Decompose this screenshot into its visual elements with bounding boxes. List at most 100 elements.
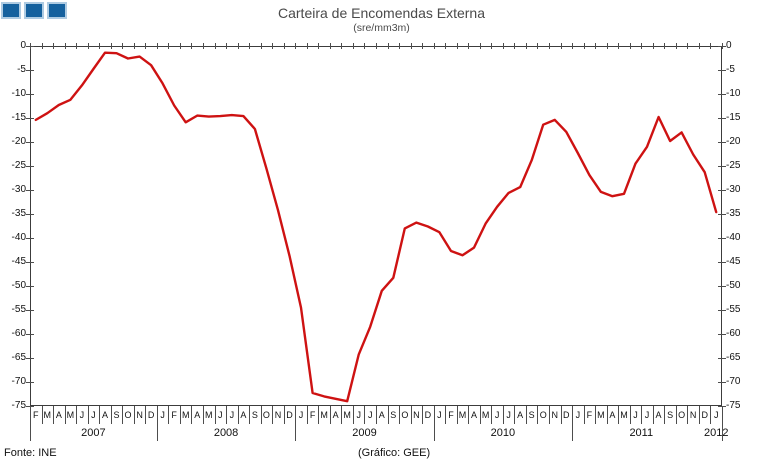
- top-axis-tick: [214, 43, 216, 49]
- top-axis-tick: [433, 43, 435, 49]
- y-axis-label-right: -45: [726, 256, 741, 267]
- top-axis-tick: [387, 43, 389, 49]
- month-separator-tick: [595, 406, 597, 424]
- month-separator-tick: [226, 406, 228, 424]
- month-separator-tick: [560, 406, 562, 424]
- month-separator-tick: [214, 406, 216, 424]
- month-label: J: [644, 410, 650, 420]
- month-separator-tick: [87, 406, 89, 424]
- month-separator-tick: [41, 406, 43, 424]
- y-axis-label-left: -40: [11, 232, 26, 243]
- month-separator-tick: [99, 406, 101, 424]
- y-tick-right: [718, 358, 726, 359]
- top-axis-tick: [376, 43, 377, 49]
- top-axis-tick: [664, 43, 666, 49]
- page-title: Carteira de Encomendas Externa: [278, 5, 485, 21]
- y-tick-left: [26, 190, 34, 191]
- month-label: J: [713, 410, 719, 420]
- month-label: F: [309, 410, 316, 420]
- y-tick-right: [718, 214, 726, 215]
- month-label: A: [609, 410, 616, 420]
- month-label: A: [194, 410, 201, 420]
- month-separator-tick: [76, 406, 78, 424]
- month-label: S: [390, 410, 397, 420]
- top-axis-tick: [698, 43, 700, 49]
- y-axis-label-right: -5: [726, 64, 735, 75]
- y-tick-left: [26, 70, 34, 71]
- top-axis-tick: [341, 43, 343, 49]
- month-separator-tick: [387, 406, 389, 424]
- top-axis-tick: [179, 43, 181, 49]
- logo-square-icon: [1, 2, 21, 19]
- month-label: J: [367, 410, 373, 420]
- top-axis-tick: [710, 43, 712, 49]
- month-label: N: [689, 410, 697, 420]
- month-separator-tick: [122, 406, 124, 424]
- year-separator-line: [572, 406, 574, 441]
- top-axis-tick: [675, 43, 677, 49]
- y-axis-label-right: -50: [726, 280, 741, 291]
- month-separator-tick: [318, 406, 320, 424]
- top-axis-tick: [595, 43, 597, 49]
- top-axis-tick: [318, 43, 320, 49]
- month-label: M: [66, 410, 75, 420]
- top-axis-tick: [549, 43, 550, 49]
- month-separator-tick: [629, 406, 631, 424]
- top-axis-tick: [110, 43, 112, 49]
- top-axis-tick: [41, 43, 43, 49]
- y-tick-left: [26, 94, 34, 95]
- top-axis-tick: [410, 43, 412, 49]
- month-separator-tick: [283, 406, 285, 424]
- month-label: S: [251, 410, 258, 420]
- logo: [1, 2, 67, 19]
- month-label: J: [160, 410, 165, 420]
- top-axis-tick: [629, 43, 631, 49]
- y-axis-label-right: -60: [726, 328, 741, 339]
- month-label: O: [539, 410, 547, 420]
- top-axis-tick: [468, 43, 470, 49]
- month-separator-tick: [53, 406, 55, 424]
- year-label: 2011: [629, 427, 654, 439]
- month-label: F: [171, 410, 177, 420]
- y-axis-label-left: -50: [11, 280, 26, 291]
- month-separator-tick: [537, 406, 539, 424]
- top-axis-tick: [156, 43, 158, 49]
- top-axis-tick: [641, 43, 643, 49]
- month-label: M: [43, 410, 52, 420]
- top-axis-tick: [87, 43, 89, 49]
- year-label: 2010: [490, 427, 516, 439]
- month-separator-tick: [698, 406, 700, 424]
- y-tick-left: [26, 334, 34, 335]
- month-separator-tick: [376, 406, 377, 424]
- month-label: N: [274, 410, 282, 420]
- month-separator-tick: [583, 406, 585, 424]
- plot-area: [30, 46, 722, 406]
- month-label: J: [494, 410, 500, 420]
- month-separator-tick: [329, 406, 331, 424]
- month-separator-tick: [364, 406, 366, 424]
- y-tick-right: [718, 262, 726, 263]
- y-axis-label-right: -65: [726, 352, 741, 363]
- top-axis-tick: [249, 43, 251, 49]
- top-axis-tick: [606, 43, 608, 49]
- top-axis-tick: [652, 43, 654, 49]
- month-separator-tick: [145, 406, 147, 424]
- year-label: 2012: [703, 427, 729, 439]
- y-tick-right: [718, 310, 726, 311]
- top-axis-tick: [122, 43, 124, 49]
- top-axis-tick: [502, 43, 504, 49]
- month-label: J: [79, 410, 85, 420]
- month-separator-tick: [514, 406, 516, 424]
- month-separator-tick: [399, 406, 401, 424]
- top-axis-tick: [514, 43, 516, 49]
- y-tick-left: [26, 166, 34, 167]
- month-label: M: [597, 410, 605, 420]
- top-axis-tick: [306, 43, 308, 49]
- month-label: M: [343, 410, 351, 420]
- top-axis-tick: [237, 43, 239, 49]
- y-tick-left: [26, 238, 34, 239]
- month-separator-tick: [110, 406, 112, 424]
- top-axis-tick: [352, 43, 354, 49]
- data-series-line: [34, 51, 718, 403]
